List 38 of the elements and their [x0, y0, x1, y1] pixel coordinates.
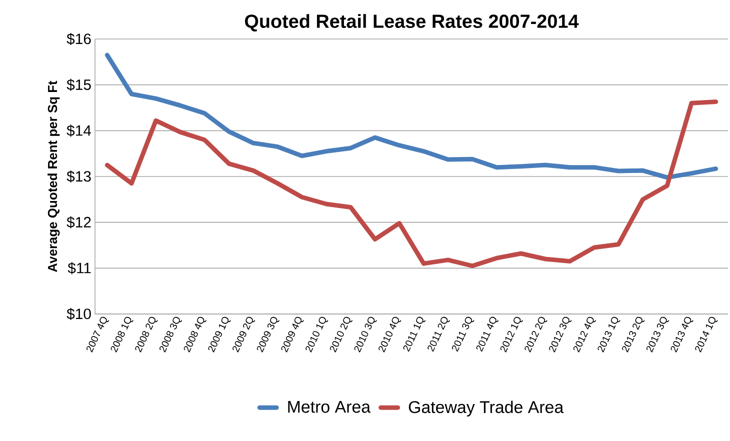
x-tick-label: 2012 1Q [500, 316, 523, 352]
x-tick-label: 2011 1Q [403, 316, 426, 352]
x-tick-label: 2008 4Q [184, 316, 206, 352]
x-tick-label: 2012 2Q [524, 316, 548, 352]
line-series [104, 100, 718, 268]
x-tick-label: 2008 1Q [110, 316, 134, 352]
x-tick-label: 2013 3Q [646, 316, 669, 352]
x-tick-label: 2011 2Q [428, 316, 450, 352]
x-tick-label: 2010 2Q [330, 316, 352, 352]
x-tick-label: 2010 3Q [354, 316, 377, 352]
x-tick-label: 2008 3Q [159, 316, 182, 352]
x-tick-label: 2014 1Q [695, 316, 718, 352]
x-tick-label: 2009 3Q [256, 316, 280, 352]
x-tick-label: 2009 1Q [208, 316, 231, 352]
y-tick-label: $15 [66, 78, 91, 91]
y-tick-label: $14 [66, 124, 92, 137]
x-tick-label: 2009 2Q [232, 316, 256, 352]
y-tick-label: $16 [66, 32, 91, 46]
line-series [104, 52, 718, 180]
x-tick-label: 2008 2Q [135, 316, 158, 352]
x-tick-label: 2012 3Q [549, 316, 572, 352]
legend-label: Metro Area [288, 400, 371, 413]
y-tick-label: $12 [66, 216, 91, 228]
chart-title: Quoted Retail Lease Rates 2007-2014 [244, 14, 579, 32]
x-tick-label: 2013 2Q [622, 316, 645, 352]
x-tick-label: 2010 1Q [306, 316, 328, 352]
x-tick-label: 2011 4Q [476, 316, 499, 352]
x-tick-label: 2011 3Q [452, 316, 474, 352]
y-axis-title: Average Quoted Rent per Sq Ft [48, 80, 60, 272]
legend-label: Gateway Trade Area [408, 400, 564, 416]
y-tick-label: $11 [68, 262, 91, 274]
x-tick-label: 2013 1Q [598, 316, 620, 352]
x-tick-label: 2013 4Q [670, 316, 694, 352]
x-tick-label: 2012 4Q [573, 316, 596, 352]
x-tick-label: 2009 4Q [281, 316, 304, 352]
x-tick-label: 2010 4Q [378, 316, 402, 352]
y-tick-label: $10 [66, 308, 91, 320]
y-tick-label: $13 [66, 170, 91, 183]
